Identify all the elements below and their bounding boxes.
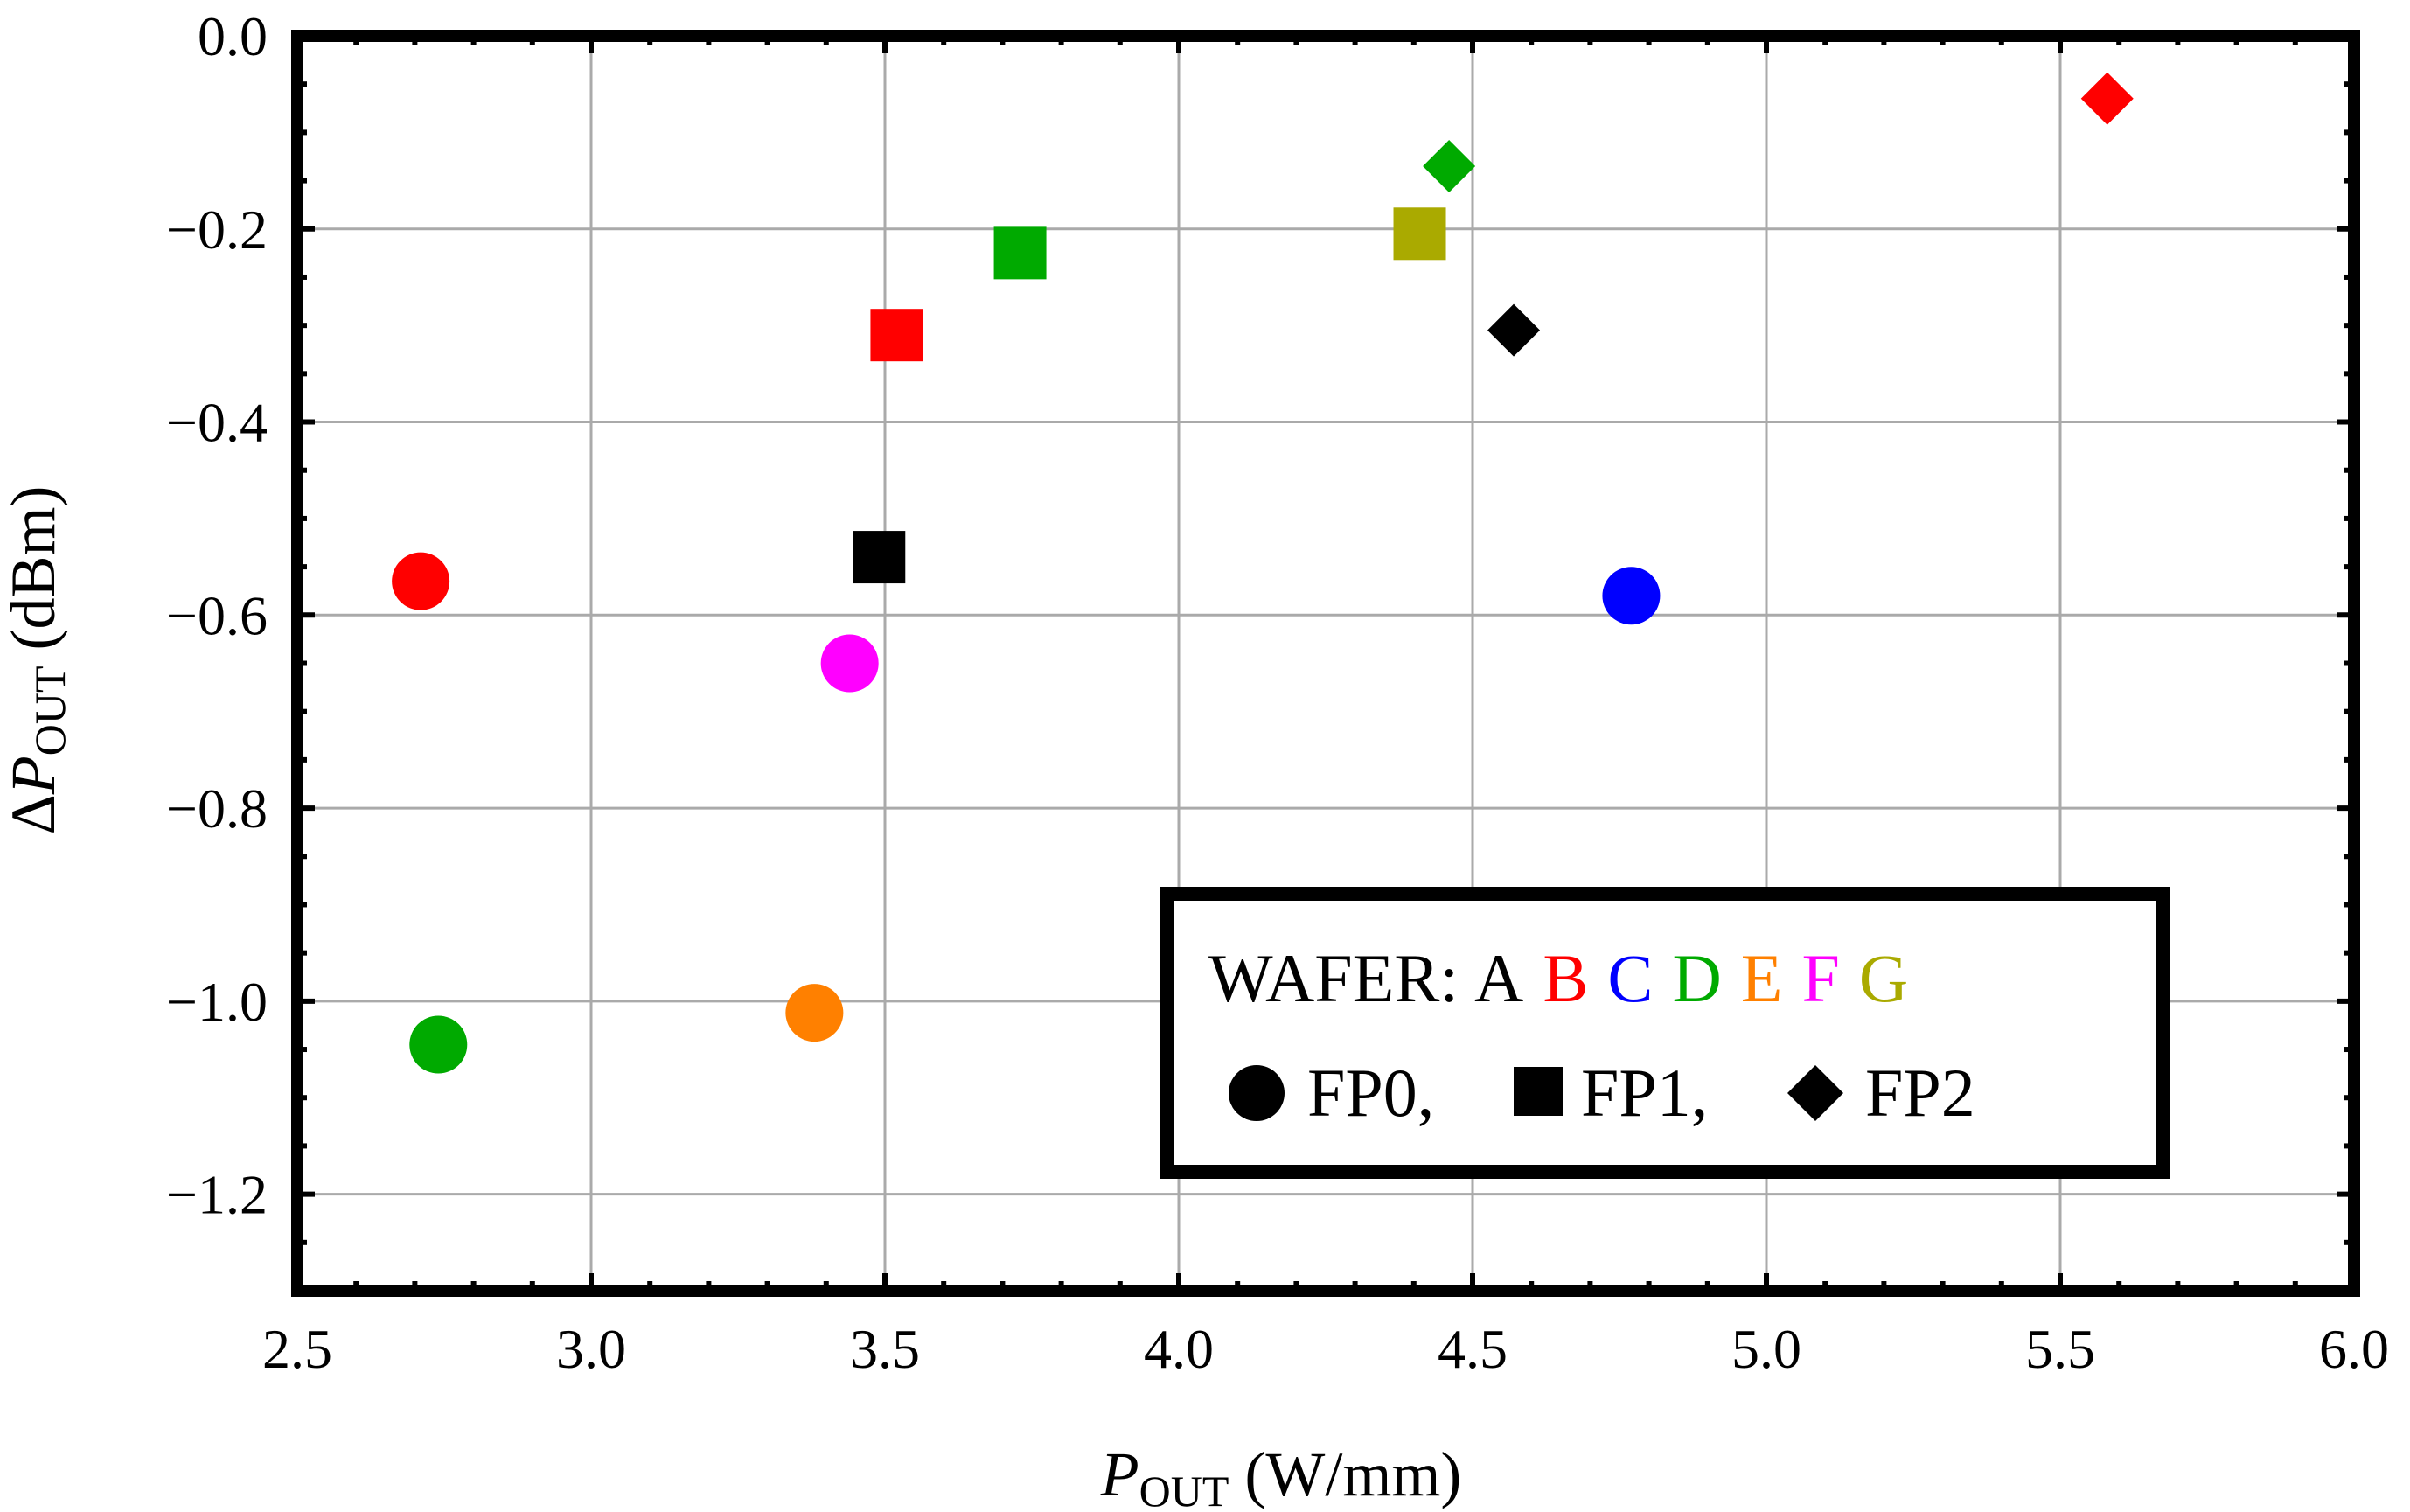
point-b-fp0 (392, 552, 450, 610)
point-d-fp0 (409, 1015, 468, 1074)
legend-wafer-e: E (1741, 940, 1783, 1016)
y-axis-title-unit: (dBm) (0, 485, 68, 665)
x-axis-title-main: P (1100, 1439, 1139, 1509)
x-tick-label: 3.5 (850, 1318, 920, 1380)
point-g-fp1 (1393, 207, 1446, 261)
legend-fp1-label: FP1, (1581, 1055, 1708, 1131)
legend-square-icon (1514, 1067, 1563, 1116)
y-tick-label: −0.8 (166, 777, 268, 840)
plot-frame (291, 30, 2360, 1297)
y-tick-label: −0.6 (166, 584, 268, 646)
legend-diamond-icon (1787, 1065, 1843, 1121)
legend-wafer-row: WAFER: A B C D E F G (1208, 940, 1908, 1016)
point-a-fp1 (853, 531, 906, 584)
x-tick-labels: 2.5 3.0 3.5 4.0 4.5 5.0 5.5 6.0 (262, 1318, 2389, 1380)
x-tick-label: 2.5 (262, 1318, 332, 1380)
y-tick-label: −0.2 (166, 199, 268, 261)
x-tick-label: 4.0 (1144, 1318, 1214, 1380)
y-tick-label: −1.0 (166, 971, 268, 1033)
y-axis-title-delta: Δ (0, 794, 68, 834)
x-tick-label: 4.5 (1438, 1318, 1508, 1380)
y-axis-title: ΔPOUT (dBm) (0, 485, 74, 834)
data-points (392, 72, 2134, 1074)
legend-wafer-a: A (1474, 940, 1523, 1016)
x-tick-label: 5.0 (1731, 1318, 1801, 1380)
legend-fp0-label: FP0, (1307, 1055, 1434, 1131)
x-tick-label: 6.0 (2319, 1318, 2389, 1380)
x-tick-label: 5.5 (2025, 1318, 2095, 1380)
point-d-fp2 (1423, 140, 1476, 193)
point-b-fp1 (870, 309, 923, 362)
grid (297, 36, 2354, 1291)
legend-wafer-c: C (1607, 940, 1653, 1016)
point-c-fp0 (1602, 567, 1661, 625)
y-tick-label: −0.4 (166, 392, 268, 454)
point-f-fp0 (820, 634, 879, 693)
legend-wafer-g: G (1859, 940, 1908, 1016)
legend-fp2-label: FP2 (1865, 1055, 1975, 1131)
x-axis-title-sub: OUT (1139, 1467, 1229, 1512)
x-axis-title: POUT (W/mm) (1100, 1439, 1462, 1512)
y-tick-labels: 0.0 −0.2 −0.4 −0.6 −0.8 −1.0 −1.2 (166, 5, 268, 1226)
y-tick-label: 0.0 (198, 5, 268, 67)
legend-wafer-b: B (1543, 940, 1588, 1016)
point-e-fp0 (785, 984, 844, 1042)
legend-wafer-d: D (1672, 940, 1721, 1016)
y-axis-title-sub: OUT (25, 665, 74, 756)
point-b-fp2 (2080, 72, 2134, 125)
legend-box (1160, 887, 2170, 1179)
y-axis-title-main: P (0, 756, 68, 795)
legend-wafer-label: WAFER: (1208, 940, 1459, 1016)
legend-wafer-f: F (1801, 940, 1839, 1016)
legend: WAFER: A B C D E F G FP0, FP1, FP2 (1160, 887, 2170, 1179)
legend-circle-icon (1229, 1065, 1285, 1121)
y-tick-label: −1.2 (166, 1164, 268, 1226)
x-tick-label: 3.0 (556, 1318, 626, 1380)
point-a-fp2 (1487, 303, 1541, 357)
point-d-fp1 (993, 226, 1047, 280)
x-axis-title-unit: (W/mm) (1229, 1439, 1461, 1509)
